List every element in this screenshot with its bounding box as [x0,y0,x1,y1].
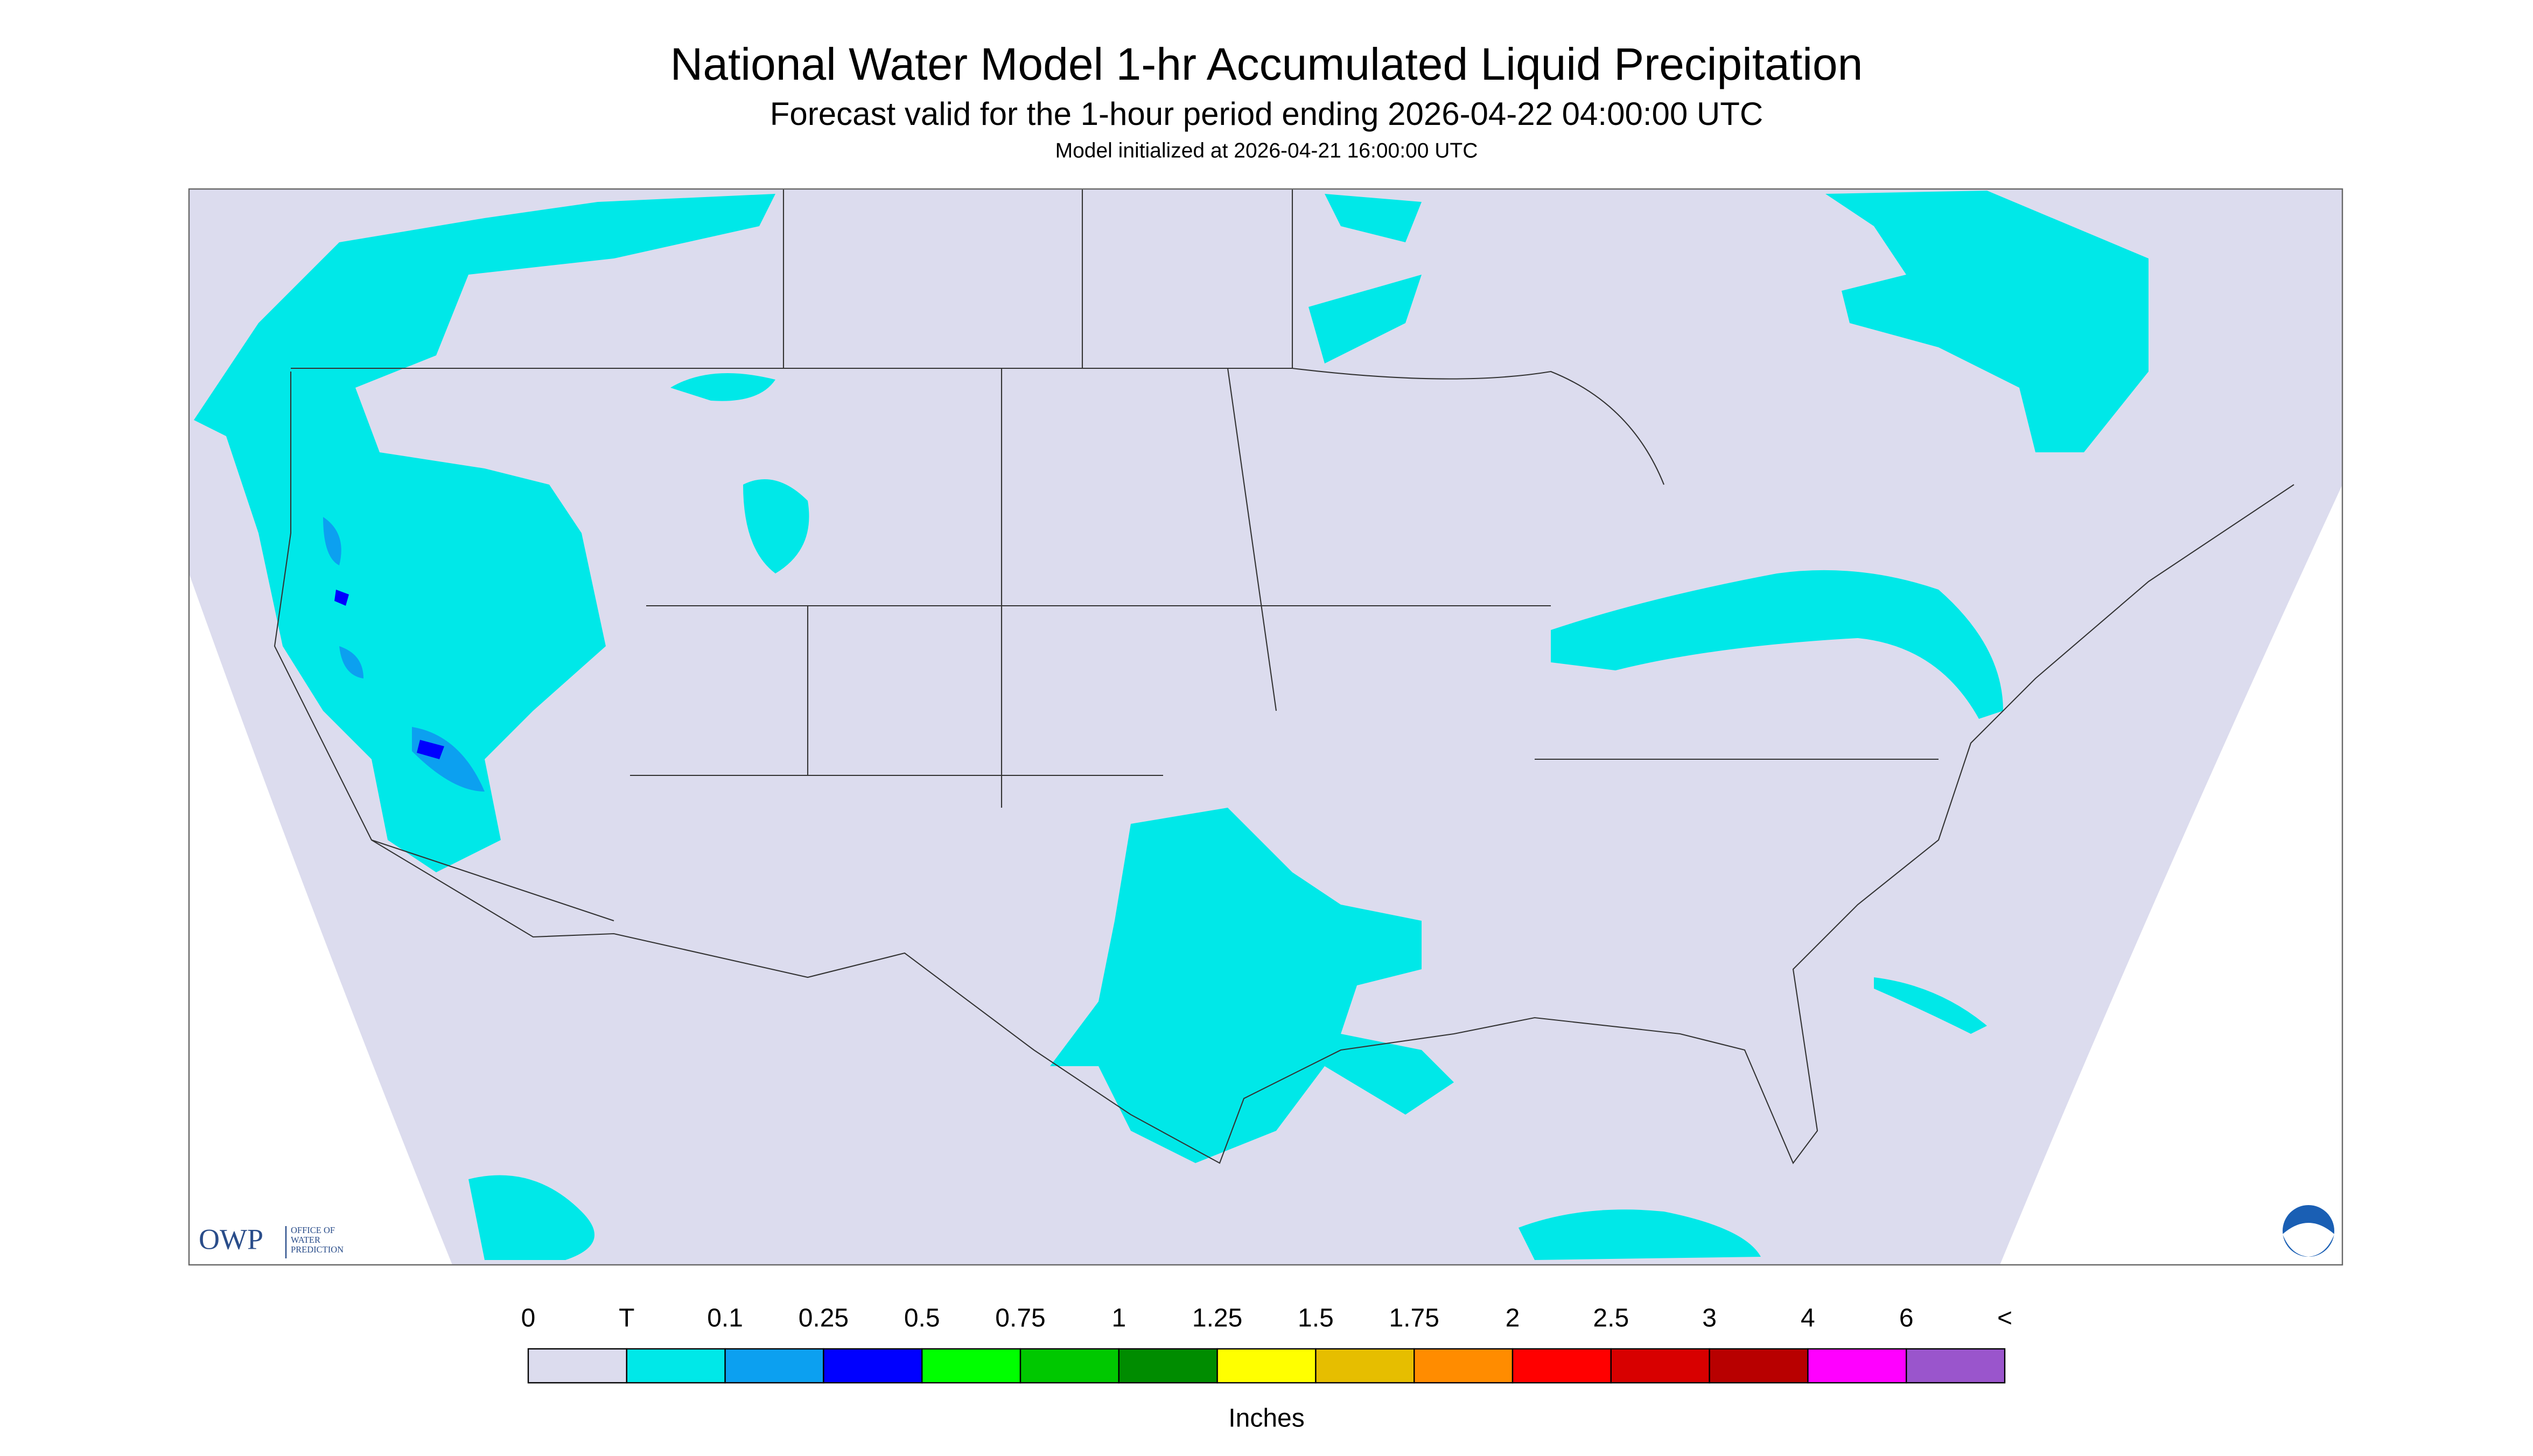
legend-unit: Inches [1228,1404,1304,1433]
precip-area [323,517,485,792]
logo-line: PREDICTION [291,1244,344,1255]
precip-area [1874,977,1987,1034]
legend-label: 1.5 [1298,1304,1334,1333]
legend-swatch [1807,1348,1907,1384]
legend-swatch [1709,1348,1809,1384]
precip-area [1825,191,2149,453]
init-time: Model initialized at 2026-04-21 16:00:00… [1055,139,1478,162]
legend-swatch [724,1348,824,1384]
legend-swatch [1905,1348,2006,1384]
border-line [782,189,1293,369]
precip-areas-heavier [323,517,485,792]
precip-area [743,479,809,574]
legend-label: 2.5 [1593,1304,1629,1333]
legend-swatch [527,1348,628,1384]
legend-swatch [1315,1348,1415,1384]
precip-area [1519,1209,1761,1261]
precip-area [1050,808,1454,1164]
legend-label: 4 [1801,1304,1815,1333]
precip-area [670,373,775,401]
legend-label: 0.1 [707,1304,743,1333]
precip-areas [194,191,2149,1261]
subtitle: Forecast valid for the 1-hour period end… [770,96,1763,132]
state-line [291,367,1939,921]
legend-label: 1.25 [1192,1304,1242,1333]
legend-swatch [1019,1348,1120,1384]
legend-label: 0 [521,1304,536,1333]
legend-label: < [1997,1304,2012,1333]
precip-area [1551,570,2003,719]
legend-swatch [1414,1348,1514,1384]
noaa-wave [2283,1223,2334,1257]
precip-area [194,194,775,873]
legend: 0 T 0.1 0.25 0.5 0.75 1 1.25 1.5 1.75 2 2.5 3 4 6 < [521,1304,2012,1384]
precip-area [1309,194,1422,364]
legend-swatch [921,1348,1021,1384]
legend-label: 2 [1506,1304,1520,1333]
legend-swatch [1118,1348,1218,1384]
map-frame [188,188,2343,1266]
logo-abbr: OWP [199,1223,263,1255]
legend-label: 0.25 [799,1304,849,1333]
legend-swatch [823,1348,923,1384]
legend-swatch [626,1348,726,1384]
title: National Water Model 1-hr Accumulated Li… [670,39,1863,89]
legend-swatch [1216,1348,1317,1384]
legend-label: 0.5 [904,1304,940,1333]
noaa-logo [2283,1205,2334,1257]
coastline [274,372,2294,1165]
logo-line: WATER [291,1235,320,1245]
logo-line: OFFICE OF [291,1225,335,1235]
precip-area [468,1175,594,1261]
model-domain [189,189,2342,1265]
legend-swatch [1512,1348,1612,1384]
boundaries [274,189,2294,1165]
legend-label: 1 [1111,1304,1126,1333]
legend-label: 6 [1899,1304,1914,1333]
legend-label: 3 [1702,1304,1717,1333]
legend-swatch [1610,1348,1710,1384]
legend-label: T [619,1304,634,1333]
legend-label: 1.75 [1389,1304,1439,1333]
legend-label: 0.75 [995,1304,1045,1333]
